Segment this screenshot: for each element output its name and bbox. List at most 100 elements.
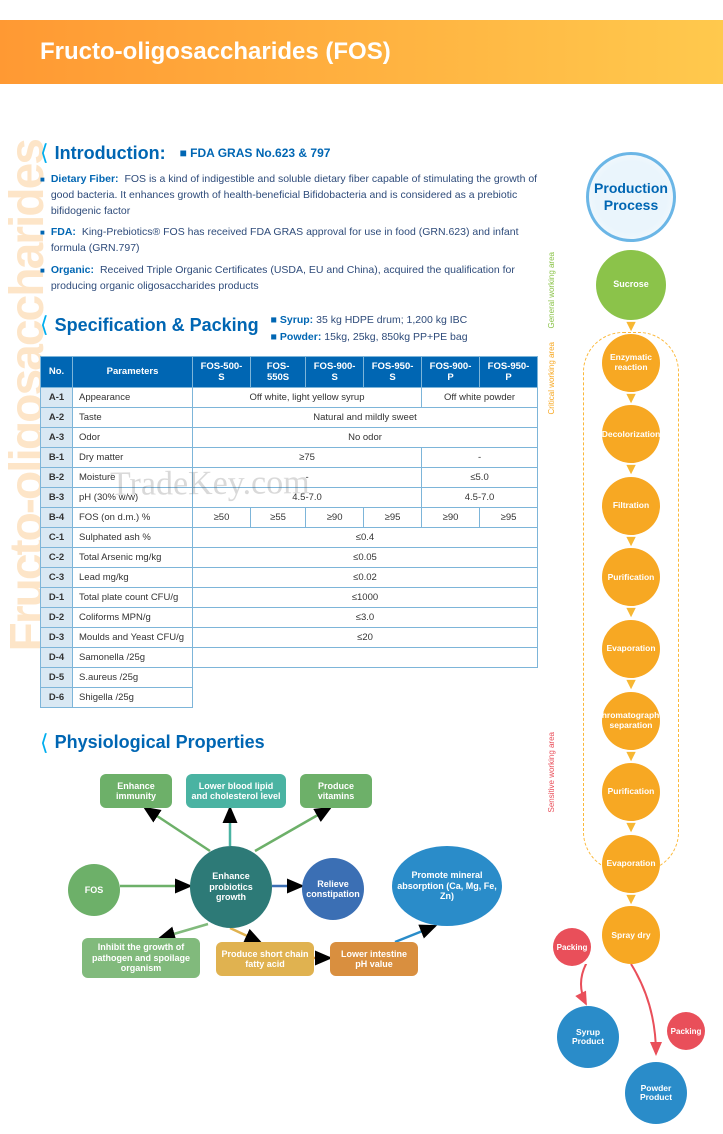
row-param: Total Arsenic mg/kg — [73, 547, 193, 567]
process-title: Production Process — [586, 152, 676, 242]
phys-node-fos: FOS — [68, 864, 120, 916]
table-row: C-3Lead mg/kg≤0.02 — [41, 567, 538, 587]
row-value: No odor — [193, 427, 538, 447]
row-value: Off white, light yellow syrup — [193, 387, 422, 407]
row-value: ≥90 — [306, 507, 364, 527]
table-row: B-3pH (30% w/w)4.5-7.04.5-7.0 — [41, 487, 538, 507]
proc-arrow: ▼ — [561, 537, 701, 547]
intro-title-text: Introduction: — [55, 143, 166, 164]
spec-table: No.ParametersFOS-500-SFOS-550SFOS-900-SF… — [40, 356, 538, 708]
row-no: D-1 — [41, 587, 73, 607]
row-no: D-6 — [41, 687, 73, 707]
row-value: ≤0.02 — [193, 567, 538, 587]
table-row: D-3Moulds and Yeast CFU/g≤20 — [41, 627, 538, 647]
proc-product: Syrup Product — [557, 1006, 619, 1068]
table-row: A-1AppearanceOff white, light yellow syr… — [41, 387, 538, 407]
table-row: A-3OdorNo odor — [41, 427, 538, 447]
row-value: Natural and mildly sweet — [193, 407, 538, 427]
row-value: ≥75 — [193, 447, 422, 467]
row-no: C-1 — [41, 527, 73, 547]
phys-node-lower_lipid: Lower blood lipid and cholesterol level — [186, 774, 286, 808]
table-row: B-2Moisture-≤5.0 — [41, 467, 538, 487]
pack-line: Powder: 15kg, 25kg, 850kg PP+PE bag — [271, 329, 468, 346]
proc-arrow: ▼ — [561, 752, 701, 762]
row-no: B-1 — [41, 447, 73, 467]
row-value: 4.5-7.0 — [193, 487, 422, 507]
proc-arrow: ▼ — [561, 394, 701, 404]
row-no: B-3 — [41, 487, 73, 507]
proc-step: Sucrose — [596, 250, 666, 320]
row-value: ≥90 — [422, 507, 480, 527]
zone-label: Critical working area — [547, 342, 556, 414]
row-value — [193, 647, 538, 667]
row-param: Sulphated ash % — [73, 527, 193, 547]
row-param: pH (30% w/w) — [73, 487, 193, 507]
row-param: Moisture — [73, 467, 193, 487]
row-value: 4.5-7.0 — [422, 487, 538, 507]
table-header: No. — [41, 356, 73, 387]
row-value: ≤1000 — [193, 587, 538, 607]
proc-arrow: ▼ — [561, 680, 701, 690]
row-param: S.aureus /25g — [73, 667, 193, 687]
row-no: A-1 — [41, 387, 73, 407]
phys-node-prod_vit: Produce vitamins — [300, 774, 372, 808]
table-row: D-1Total plate count CFU/g≤1000 — [41, 587, 538, 607]
spec-title: Specification & Packing — [40, 312, 259, 338]
proc-arrow: ▼ — [561, 322, 701, 332]
proc-step: Purification — [602, 548, 660, 606]
table-header: FOS-550S — [250, 356, 305, 387]
table-row: C-1Sulphated ash %≤0.4 — [41, 527, 538, 547]
bullet-item: Dietary Fiber: FOS is a kind of indigest… — [40, 172, 538, 219]
phys-node-inhibit: Inhibit the growth of pathogen and spoil… — [82, 938, 200, 978]
row-no: D-4 — [41, 647, 73, 667]
phys-node-constipation: Relieve constipation — [302, 858, 364, 920]
phys-node-enhance_imm: Enhance immunity — [100, 774, 172, 808]
table-row: C-2Total Arsenic mg/kg≤0.05 — [41, 547, 538, 567]
proc-product: Powder Product — [625, 1062, 687, 1124]
intro-bullets: Dietary Fiber: FOS is a kind of indigest… — [40, 172, 538, 294]
row-no: B-2 — [41, 467, 73, 487]
row-param: Taste — [73, 407, 193, 427]
row-value: ≥55 — [250, 507, 305, 527]
row-no: C-3 — [41, 567, 73, 587]
row-value: Off white powder — [422, 387, 538, 407]
row-param: Shigella /25g — [73, 687, 193, 707]
row-no: D-3 — [41, 627, 73, 647]
row-value: - — [193, 467, 422, 487]
row-value: ≤20 — [193, 627, 538, 647]
row-param: Coliforms MPN/g — [73, 607, 193, 627]
proc-arrow: ▼ — [561, 465, 701, 475]
table-row: D-2Coliforms MPN/g≤3.0 — [41, 607, 538, 627]
zone-label: Sensitive working area — [547, 732, 556, 812]
row-no: C-2 — [41, 547, 73, 567]
phys-section: Physiological Properties FOSEnhance immu… — [40, 730, 538, 986]
bullet-item: FDA: King-Prebiotics® FOS has received F… — [40, 225, 538, 257]
proc-arrow: ▼ — [561, 823, 701, 833]
page-header: Fructo-oligosaccharides (FOS) — [0, 20, 723, 84]
pack-line: Syrup: 35 kg HDPE drum; 1,200 kg IBC — [271, 312, 468, 329]
table-row: D-5S.aureus /25g — [41, 667, 538, 687]
row-value: ≤5.0 — [422, 467, 538, 487]
row-value: ≤3.0 — [193, 607, 538, 627]
row-param: Samonella /25g — [73, 647, 193, 667]
table-header: FOS-500-S — [193, 356, 251, 387]
row-value: ≥95 — [480, 507, 538, 527]
row-param: Odor — [73, 427, 193, 447]
row-param: Moulds and Yeast CFU/g — [73, 627, 193, 647]
table-header: FOS-900-S — [306, 356, 364, 387]
phys-node-ph: Lower intestine pH value — [330, 942, 418, 976]
row-param: FOS (on d.m.) % — [73, 507, 193, 527]
proc-step: Spray dry — [602, 906, 660, 964]
row-value: ≤0.4 — [193, 527, 538, 547]
row-no: D-5 — [41, 667, 73, 687]
proc-step: Evaporation — [602, 835, 660, 893]
row-param: Lead mg/kg — [73, 567, 193, 587]
spec-header: Specification & Packing Syrup: 35 kg HDP… — [40, 312, 538, 346]
table-header: FOS-900-P — [422, 356, 480, 387]
proc-step: Filtration — [602, 477, 660, 535]
table-row: A-2TasteNatural and mildly sweet — [41, 407, 538, 427]
table-row: D-6Shigella /25g — [41, 687, 538, 707]
proc-step: Enzymatic reaction — [602, 334, 660, 392]
gras-tag: ■ FDA GRAS No.623 & 797 — [180, 146, 331, 160]
row-param: Appearance — [73, 387, 193, 407]
